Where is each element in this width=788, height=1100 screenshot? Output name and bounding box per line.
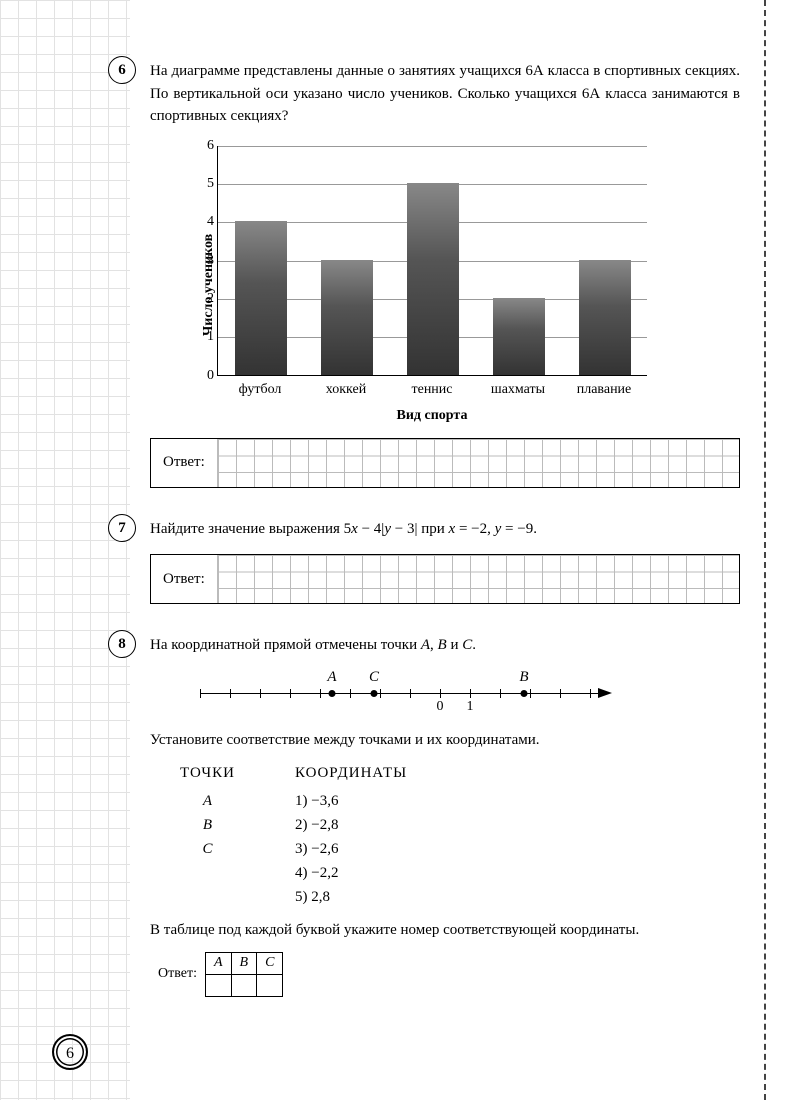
number-line-tick bbox=[380, 689, 381, 698]
bar-chart: Число учеников 0123456 футболхоккейтенни… bbox=[195, 146, 740, 424]
page-number-badge: 6 bbox=[52, 1034, 88, 1070]
list-item: B bbox=[180, 813, 235, 837]
answer-box: Ответ: bbox=[150, 554, 740, 604]
list-item: 5) 2,8 bbox=[295, 885, 407, 909]
number-line-tick bbox=[410, 689, 411, 698]
y-tick: 4 bbox=[196, 214, 214, 230]
answer-box: Ответ: bbox=[150, 438, 740, 488]
bar bbox=[493, 298, 545, 375]
number-line-point bbox=[521, 690, 528, 697]
answer-label: Ответ: bbox=[151, 454, 217, 471]
answer-grid-area[interactable] bbox=[217, 555, 739, 603]
x-axis-label: Вид спорта bbox=[217, 408, 647, 424]
points-header: ТОЧКИ bbox=[180, 761, 235, 785]
number-line: 0 1 A C B bbox=[200, 669, 740, 717]
number-line-point-label: A bbox=[327, 669, 336, 686]
y-tick: 3 bbox=[196, 253, 214, 269]
list-item: 4) −2,2 bbox=[295, 861, 407, 885]
table-header: A bbox=[205, 952, 231, 974]
matching-instruction: Установите соответствие между точками и … bbox=[150, 729, 740, 752]
table-cell[interactable] bbox=[231, 974, 257, 996]
answer-label: Ответ: bbox=[151, 571, 217, 588]
chart-plot-area: 0123456 bbox=[217, 146, 647, 376]
number-line-tick bbox=[260, 689, 261, 698]
number-line-label: 1 bbox=[467, 699, 474, 715]
arrow-icon bbox=[598, 688, 612, 698]
list-item: 1) −3,6 bbox=[295, 789, 407, 813]
number-line-point-label: C bbox=[369, 669, 379, 686]
table-instruction: В таблице под каждой буквой укажите номе… bbox=[150, 919, 740, 942]
x-axis-labels: футболхоккейтеннисшахматыплавание bbox=[217, 382, 647, 398]
answer-grid-area[interactable] bbox=[217, 439, 739, 487]
x-tick-label: плавание bbox=[561, 382, 647, 398]
table-cell[interactable] bbox=[257, 974, 283, 996]
answer-table: Ответ: A B C bbox=[150, 952, 283, 997]
right-dashed-edge bbox=[764, 0, 766, 1100]
bar bbox=[235, 221, 287, 374]
x-tick-label: теннис bbox=[389, 382, 475, 398]
number-line-tick bbox=[290, 689, 291, 698]
y-tick: 1 bbox=[196, 329, 214, 345]
bar bbox=[407, 183, 459, 375]
answer-label: Ответ: bbox=[150, 952, 205, 996]
number-line-tick bbox=[560, 689, 561, 698]
table-header: C bbox=[257, 952, 283, 974]
list-item: C bbox=[180, 837, 235, 861]
bar bbox=[321, 260, 373, 375]
x-tick-label: шахматы bbox=[475, 382, 561, 398]
number-line-tick bbox=[470, 689, 471, 698]
list-item: 2) −2,8 bbox=[295, 813, 407, 837]
number-line-tick bbox=[440, 689, 441, 698]
matching-columns: ТОЧКИ ABC КООРДИНАТЫ 1) −3,62) −2,83) −2… bbox=[180, 761, 740, 909]
left-grid-margin bbox=[0, 0, 130, 1100]
y-tick: 6 bbox=[196, 138, 214, 154]
number-line-tick bbox=[590, 689, 591, 698]
table-header: B bbox=[231, 952, 257, 974]
x-tick-label: футбол bbox=[217, 382, 303, 398]
bar bbox=[579, 260, 631, 375]
number-line-tick bbox=[200, 689, 201, 698]
problem-text: На диаграмме представлены данные о занят… bbox=[150, 60, 740, 128]
y-tick: 5 bbox=[196, 176, 214, 192]
number-line-point bbox=[329, 690, 336, 697]
problem-8: 8 На координатной прямой отмечены точки … bbox=[150, 634, 740, 997]
list-item: 3) −2,6 bbox=[295, 837, 407, 861]
problem-number-badge: 7 bbox=[108, 514, 136, 542]
y-tick: 2 bbox=[196, 291, 214, 307]
number-line-tick bbox=[350, 689, 351, 698]
list-item: A bbox=[180, 789, 235, 813]
table-cell[interactable] bbox=[205, 974, 231, 996]
number-line-point-label: B bbox=[519, 669, 528, 686]
problem-6: 6 На диаграмме представлены данные о зан… bbox=[150, 60, 740, 488]
problem-7: 7 Найдите значение выражения 5x − 4|y − … bbox=[150, 518, 740, 605]
number-line-label: 0 bbox=[437, 699, 444, 715]
coords-column: КООРДИНАТЫ 1) −3,62) −2,83) −2,64) −2,25… bbox=[295, 761, 407, 909]
number-line-tick bbox=[230, 689, 231, 698]
coords-header: КООРДИНАТЫ bbox=[295, 761, 407, 785]
x-tick-label: хоккей bbox=[303, 382, 389, 398]
problem-text: Найдите значение выражения 5x − 4|y − 3|… bbox=[150, 518, 740, 541]
number-line-tick bbox=[320, 689, 321, 698]
problem-intro: На координатной прямой отмечены точки A,… bbox=[150, 634, 740, 657]
y-tick: 0 bbox=[196, 368, 214, 384]
number-line-tick bbox=[500, 689, 501, 698]
problem-number-badge: 8 bbox=[108, 630, 136, 658]
points-column: ТОЧКИ ABC bbox=[180, 761, 235, 909]
problem-number-badge: 6 bbox=[108, 56, 136, 84]
number-line-point bbox=[371, 690, 378, 697]
page-content: 6 На диаграмме представлены данные о зан… bbox=[150, 60, 740, 1027]
number-line-tick bbox=[530, 689, 531, 698]
